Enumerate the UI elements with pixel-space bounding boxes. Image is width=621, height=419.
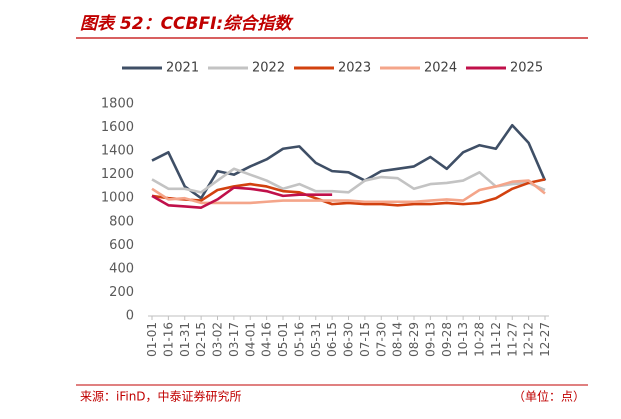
x-tick-label: 02-15	[194, 322, 208, 357]
x-tick-label: 01-01	[145, 322, 159, 357]
x-tick-label: 05-01	[276, 322, 290, 357]
legend-label: 2025	[510, 61, 543, 76]
x-tick-label: 08-29	[407, 322, 421, 357]
legend-label: 2022	[252, 61, 285, 76]
y-tick-label: 1000	[101, 191, 134, 206]
x-tick-label: 04-16	[260, 322, 274, 357]
unit-note: （单位：点）	[513, 389, 585, 404]
series-line	[151, 123, 547, 200]
source-note: 来源：iFinD，中泰证券研究所	[80, 389, 242, 404]
x-tick-label: 03-17	[227, 322, 241, 357]
y-tick-label: 1600	[101, 120, 134, 135]
series-line	[151, 186, 333, 209]
y-tick-label: 200	[109, 285, 134, 300]
x-tick-label: 06-30	[342, 322, 356, 357]
x-tick-label: 08-14	[391, 322, 405, 357]
x-tick-label: 05-31	[309, 322, 323, 357]
x-tick-label: 01-31	[178, 322, 192, 357]
legend-label: 2023	[338, 61, 371, 76]
x-tick-label: 12-12	[522, 322, 536, 357]
x-tick-label: 03-02	[211, 322, 225, 357]
x-tick-label: 01-16	[161, 322, 175, 357]
series-line	[151, 179, 546, 205]
x-tick-label: 10-28	[473, 322, 487, 357]
x-tick-label: 11-27	[505, 322, 519, 357]
y-tick-label: 800	[109, 214, 134, 229]
series-line	[151, 167, 546, 194]
legend-label: 2021	[166, 61, 199, 76]
y-tick-label: 0	[126, 309, 134, 324]
x-tick-label: 07-30	[374, 322, 388, 357]
x-tick-label: 10-13	[456, 322, 470, 357]
series-line	[151, 178, 546, 207]
y-tick-label: 1200	[101, 167, 134, 182]
x-tick-label: 07-15	[358, 322, 372, 357]
x-tick-label: 09-28	[440, 322, 454, 357]
y-tick-label: 400	[109, 261, 134, 276]
x-tick-label: 09-13	[423, 322, 437, 357]
y-tick-label: 1400	[101, 144, 134, 159]
legend-label: 2024	[424, 61, 457, 76]
x-tick-label: 05-16	[292, 322, 306, 357]
y-tick-label: 600	[109, 238, 134, 253]
x-tick-label: 06-15	[325, 322, 339, 357]
x-tick-label: 11-12	[489, 322, 503, 357]
x-tick-label: 12-27	[538, 322, 552, 357]
y-tick-label: 1800	[101, 97, 134, 112]
chart-title: 图表 52：CCBFI:综合指数	[80, 14, 294, 34]
x-tick-label: 04-01	[243, 322, 257, 357]
